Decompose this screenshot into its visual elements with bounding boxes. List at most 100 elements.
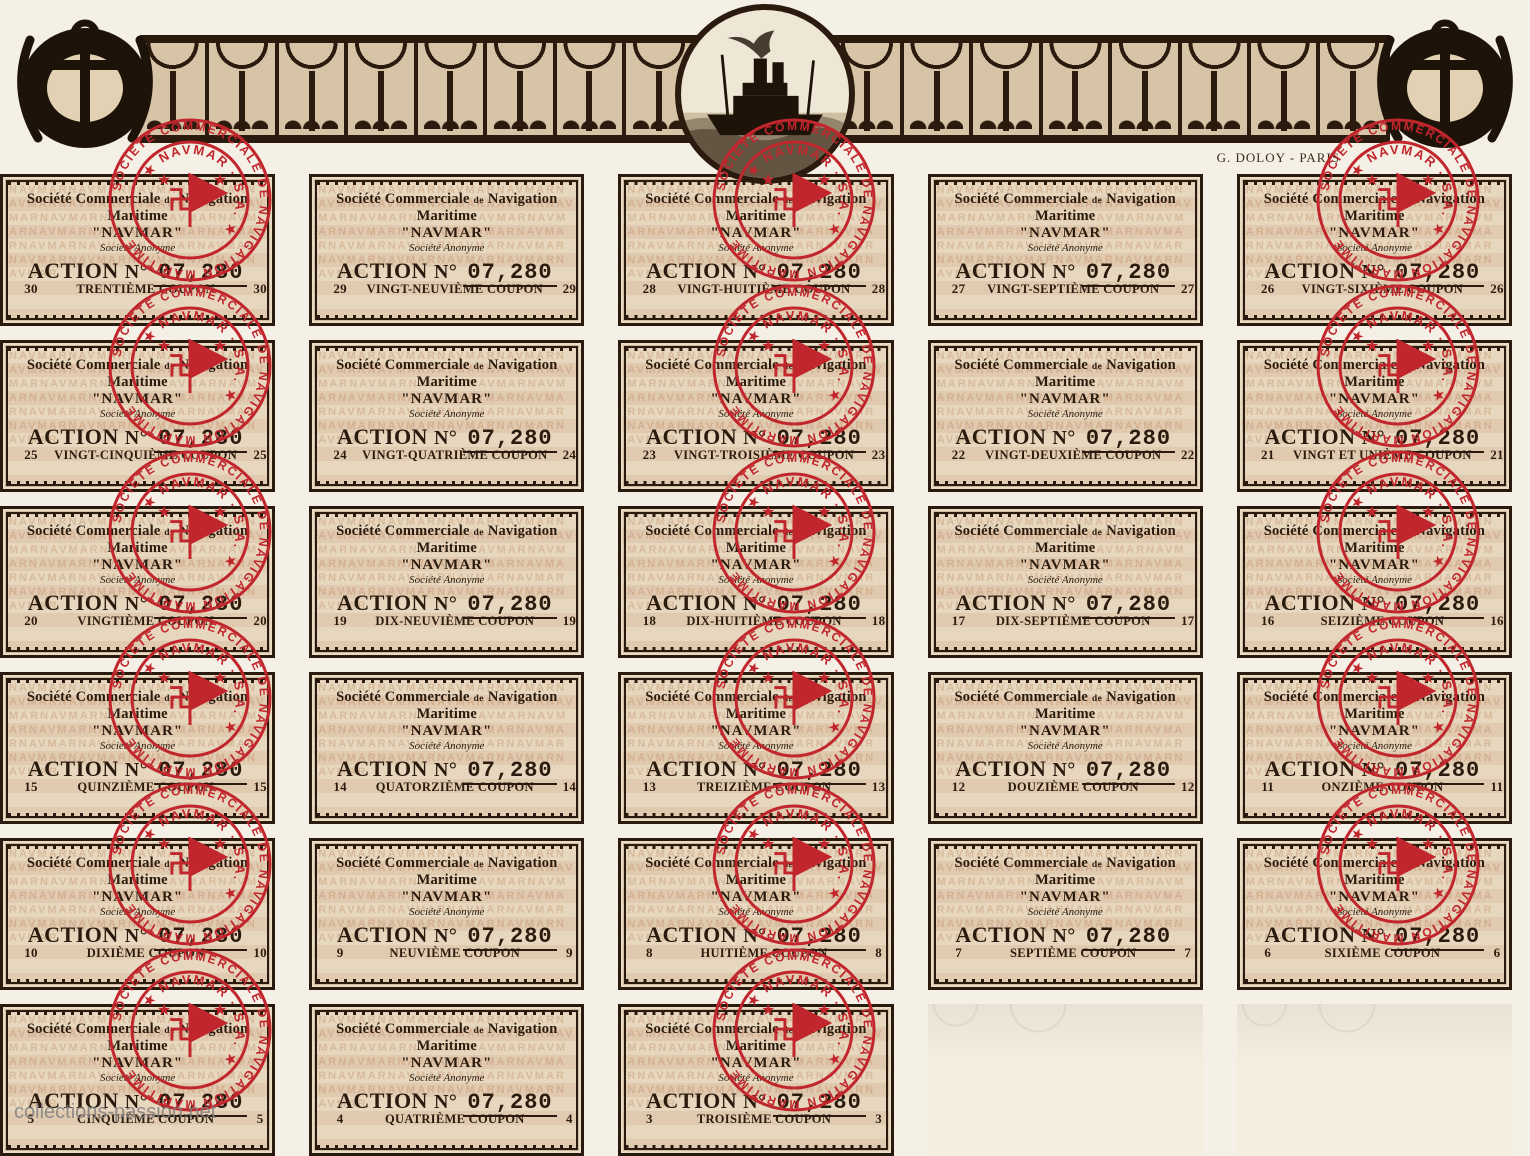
coupon-company: Société Commerciale de Navigation Mariti… <box>629 689 882 723</box>
engraver-credit: G. DOLOY - PARIS <box>1217 150 1340 166</box>
coupon-footer: 10 DIXIÈME COUPON 10 <box>19 945 272 961</box>
coupon-company: Société Commerciale de Navigation Mariti… <box>11 689 264 723</box>
coupon-company: Société Commerciale de Navigation Mariti… <box>1248 357 1501 391</box>
coupon-company: Société Commerciale de Navigation Mariti… <box>1248 523 1501 557</box>
coupon-legal: Société Anonyme <box>11 1072 264 1084</box>
coupon-brand: "NAVMAR" <box>939 391 1192 408</box>
coupon-brand: "NAVMAR" <box>320 391 573 408</box>
coupon-brand: "NAVMAR" <box>629 557 882 574</box>
coupon: NAVMARNAVMARNAVMARNAVMARNAVMARNAVMARNAVM… <box>309 672 584 824</box>
coupon-legal: Société Anonyme <box>939 906 1192 918</box>
coupon-company: Société Commerciale de Navigation Mariti… <box>629 1021 882 1055</box>
coupon-brand: "NAVMAR" <box>11 391 264 408</box>
coupon: NAVMARNAVMARNAVMARNAVMARNAVMARNAVMARNAVM… <box>309 1004 584 1156</box>
coupon-legal: Société Anonyme <box>629 242 882 254</box>
coupon-footer: 7 SEPTIÈME COUPON 7 <box>947 945 1200 961</box>
coupon-company: Société Commerciale de Navigation Mariti… <box>11 855 264 889</box>
coupon-legal: Société Anonyme <box>629 574 882 586</box>
coupon: NAVMARNAVMARNAVMARNAVMARNAVMARNAVMARNAVM… <box>928 506 1203 658</box>
coupon: NAVMARNAVMARNAVMARNAVMARNAVMARNAVMARNAVM… <box>928 838 1203 990</box>
coupon-torn <box>928 1004 1203 1156</box>
coupon: NAVMARNAVMARNAVMARNAVMARNAVMARNAVMARNAVM… <box>618 1004 893 1156</box>
coupon-brand: "NAVMAR" <box>939 557 1192 574</box>
coupon-grid: NAVMARNAVMARNAVMARNAVMARNAVMARNAVMARNAVM… <box>0 174 1530 1156</box>
coupon-brand: "NAVMAR" <box>1248 557 1501 574</box>
coupon-footer: 29 VINGT-NEUVIÈME COUPON 29 <box>328 281 581 297</box>
coupon: NAVMARNAVMARNAVMARNAVMARNAVMARNAVMARNAVM… <box>0 340 275 492</box>
coupon-brand: "NAVMAR" <box>939 723 1192 740</box>
coupon-company: Société Commerciale de Navigation Mariti… <box>320 523 573 557</box>
coupon-legal: Société Anonyme <box>320 906 573 918</box>
site-watermark: collections-passion.net <box>14 1101 216 1124</box>
coupon-company: Société Commerciale de Navigation Mariti… <box>11 191 264 225</box>
coupon: NAVMARNAVMARNAVMARNAVMARNAVMARNAVMARNAVM… <box>309 838 584 990</box>
coupon-footer: 9 NEUVIÈME COUPON 9 <box>328 945 581 961</box>
coupon-footer: 8 HUITIÈME COUPON 8 <box>637 945 890 961</box>
coupon: NAVMARNAVMARNAVMARNAVMARNAVMARNAVMARNAVM… <box>309 174 584 326</box>
coupon-footer: 21 VINGT ET UNIÈME COUPON 21 <box>1256 447 1509 463</box>
coupon-company: Société Commerciale de Navigation Mariti… <box>320 357 573 391</box>
coupon-brand: "NAVMAR" <box>629 723 882 740</box>
coupon-company: Société Commerciale de Navigation Mariti… <box>320 689 573 723</box>
coupon: NAVMARNAVMARNAVMARNAVMARNAVMARNAVMARNAVM… <box>0 838 275 990</box>
coupon-company: Société Commerciale de Navigation Mariti… <box>11 523 264 557</box>
coupon-legal: Société Anonyme <box>1248 906 1501 918</box>
coupon-footer: 12 DOUZIÈME COUPON 12 <box>947 779 1200 795</box>
coupon-legal: Société Anonyme <box>629 906 882 918</box>
coupon-footer: 4 QUATRIÈME COUPON 4 <box>328 1111 581 1127</box>
coupon-legal: Société Anonyme <box>320 1072 573 1084</box>
coupon-footer: 19 DIX-NEUVIÈME COUPON 19 <box>328 613 581 629</box>
coupon: NAVMARNAVMARNAVMARNAVMARNAVMARNAVMARNAVM… <box>309 340 584 492</box>
coupon-brand: "NAVMAR" <box>11 225 264 242</box>
coupon: NAVMARNAVMARNAVMARNAVMARNAVMARNAVMARNAVM… <box>618 340 893 492</box>
coupon-legal: Société Anonyme <box>629 408 882 420</box>
coupon: NAVMARNAVMARNAVMARNAVMARNAVMARNAVMARNAVM… <box>1237 672 1512 824</box>
coupon-footer: 28 VINGT-HUITIÈME COUPON 28 <box>637 281 890 297</box>
coupon-legal: Société Anonyme <box>320 740 573 752</box>
coupon-footer: 20 VINGTIÈME COUPON 20 <box>19 613 272 629</box>
coupon: NAVMARNAVMARNAVMARNAVMARNAVMARNAVMARNAVM… <box>1237 340 1512 492</box>
coupon-brand: "NAVMAR" <box>320 557 573 574</box>
coupon: NAVMARNAVMARNAVMARNAVMARNAVMARNAVMARNAVM… <box>618 838 893 990</box>
steamship-medallion-icon <box>675 4 855 184</box>
coupon-footer: 27 VINGT-SEPTIÈME COUPON 27 <box>947 281 1200 297</box>
coupon-torn <box>1237 1004 1512 1156</box>
coupon-legal: Société Anonyme <box>939 242 1192 254</box>
coupon-brand: "NAVMAR" <box>939 889 1192 906</box>
coupon-company: Société Commerciale de Navigation Mariti… <box>939 689 1192 723</box>
coupon-legal: Société Anonyme <box>320 574 573 586</box>
coupon-footer: 25 VINGT-CINQUIÈME COUPON 25 <box>19 447 272 463</box>
coupon-company: Société Commerciale de Navigation Mariti… <box>320 191 573 225</box>
header-ornament: G. DOLOY - PARIS <box>10 10 1520 160</box>
coupon-brand: "NAVMAR" <box>629 1055 882 1072</box>
coupon-brand: "NAVMAR" <box>11 723 264 740</box>
coupon-company: Société Commerciale de Navigation Mariti… <box>1248 191 1501 225</box>
coupon-footer: 15 QUINZIÈME COUPON 15 <box>19 779 272 795</box>
coupon-company: Société Commerciale de Navigation Mariti… <box>939 357 1192 391</box>
coupon-legal: Société Anonyme <box>629 1072 882 1084</box>
coupon-legal: Société Anonyme <box>939 408 1192 420</box>
coupon: NAVMARNAVMARNAVMARNAVMARNAVMARNAVMARNAVM… <box>1237 506 1512 658</box>
coupon-company: Société Commerciale de Navigation Mariti… <box>1248 689 1501 723</box>
coupon-legal: Société Anonyme <box>320 242 573 254</box>
coupon-footer: 22 VINGT-DEUXIÈME COUPON 22 <box>947 447 1200 463</box>
coupon-company: Société Commerciale de Navigation Mariti… <box>1248 855 1501 889</box>
coupon: NAVMARNAVMARNAVMARNAVMARNAVMARNAVMARNAVM… <box>928 672 1203 824</box>
coupon-brand: "NAVMAR" <box>1248 889 1501 906</box>
coupon-legal: Société Anonyme <box>1248 574 1501 586</box>
coupon-brand: "NAVMAR" <box>1248 723 1501 740</box>
coupon-brand: "NAVMAR" <box>320 723 573 740</box>
coupon-company: Société Commerciale de Navigation Mariti… <box>939 191 1192 225</box>
coupon-company: Société Commerciale de Navigation Mariti… <box>629 855 882 889</box>
coupon-legal: Société Anonyme <box>1248 740 1501 752</box>
coupon: NAVMARNAVMARNAVMARNAVMARNAVMARNAVMARNAVM… <box>309 506 584 658</box>
coupon: NAVMARNAVMARNAVMARNAVMARNAVMARNAVMARNAVM… <box>0 672 275 824</box>
coupon-footer: 13 TREIZIÈME COUPON 13 <box>637 779 890 795</box>
coupon-company: Société Commerciale de Navigation Mariti… <box>629 191 882 225</box>
coupon-legal: Société Anonyme <box>939 740 1192 752</box>
coupon-company: Société Commerciale de Navigation Mariti… <box>320 1021 573 1055</box>
coupon-brand: "NAVMAR" <box>11 889 264 906</box>
coupon-company: Société Commerciale de Navigation Mariti… <box>629 357 882 391</box>
coupon-legal: Société Anonyme <box>11 574 264 586</box>
coupon: NAVMARNAVMARNAVMARNAVMARNAVMARNAVMARNAVM… <box>928 340 1203 492</box>
